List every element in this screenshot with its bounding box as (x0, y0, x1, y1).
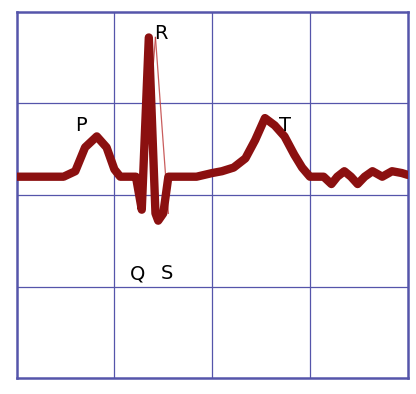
Text: T: T (278, 116, 290, 135)
Text: R: R (155, 24, 168, 43)
Text: Q: Q (130, 264, 146, 283)
Text: S: S (161, 264, 173, 283)
Text: P: P (75, 116, 87, 135)
